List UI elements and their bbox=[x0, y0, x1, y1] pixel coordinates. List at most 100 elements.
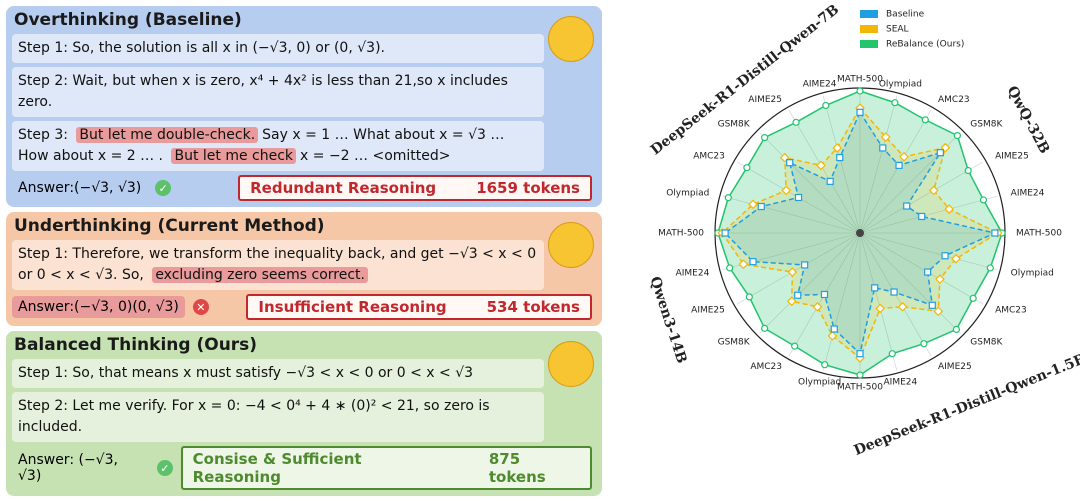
answer-row: Answer:(−√3, √3) ✓ Redundant Reasoning 1659… bbox=[12, 175, 596, 201]
marker bbox=[721, 229, 729, 237]
axis-label: AIME25 bbox=[691, 306, 725, 316]
marker bbox=[856, 350, 864, 358]
marker bbox=[991, 229, 999, 237]
marker bbox=[791, 342, 799, 350]
verdict-label: Redundant Reasoning bbox=[250, 179, 437, 197]
step: Step 1: So, the solution is all x in (−√… bbox=[12, 34, 544, 63]
spoke bbox=[759, 232, 861, 334]
marker bbox=[879, 144, 887, 152]
axis-label: Olympiad bbox=[879, 80, 922, 90]
marker bbox=[781, 185, 792, 196]
examples: Overthinking (Baseline) Step 1: So, the s… bbox=[6, 6, 602, 501]
token-count: 875 tokens bbox=[488, 450, 546, 486]
verdict-box: Insufficient Reasoning 534 tokens bbox=[246, 294, 592, 320]
marker bbox=[969, 294, 977, 302]
marker bbox=[745, 293, 753, 301]
legend-label: Baseline bbox=[886, 10, 925, 20]
spoke bbox=[822, 232, 861, 371]
marker bbox=[761, 134, 769, 142]
legend-swatch bbox=[860, 25, 878, 33]
marker bbox=[979, 196, 988, 204]
verdict-box: Consise & Sufficient Reasoning 875 tokens bbox=[180, 446, 592, 490]
axis-label: GSM8K bbox=[718, 337, 751, 347]
marker bbox=[921, 116, 929, 124]
axis-label: AMC23 bbox=[693, 152, 725, 162]
marker bbox=[761, 324, 769, 332]
marker bbox=[726, 264, 734, 272]
marker bbox=[812, 301, 823, 312]
marker bbox=[890, 288, 898, 296]
face-icon bbox=[548, 16, 594, 62]
face-icon bbox=[548, 222, 594, 268]
center-dot bbox=[856, 229, 864, 237]
step: Step 1: So, that means x must satisfy −√… bbox=[12, 359, 544, 388]
step: Step 3: But let me double-check. Say x = … bbox=[12, 121, 544, 171]
highlight-text: excluding zero seems correct. bbox=[152, 267, 368, 283]
example-panel: Overthinking (Baseline) Step 1: So, the s… bbox=[6, 6, 602, 207]
marker bbox=[944, 204, 955, 214]
step: Step 2: Let me verify. For x = 0: −4 < 0… bbox=[12, 392, 544, 442]
face-icon bbox=[548, 341, 594, 387]
step-text: Say x = 1 … What about x = √3 … How abou… bbox=[18, 127, 505, 164]
marker bbox=[880, 132, 891, 142]
marker bbox=[952, 325, 960, 333]
marker bbox=[743, 164, 751, 172]
marker bbox=[792, 118, 800, 126]
marker bbox=[786, 159, 794, 167]
marker bbox=[871, 284, 879, 292]
marker bbox=[794, 291, 802, 299]
axis-label: GSM8K bbox=[718, 120, 751, 130]
marker bbox=[821, 361, 829, 369]
marker bbox=[986, 264, 994, 272]
spoke bbox=[722, 195, 861, 234]
marker bbox=[856, 87, 864, 95]
axis-label: AIME25 bbox=[748, 95, 782, 105]
marker bbox=[928, 301, 936, 309]
spoke bbox=[736, 232, 861, 305]
marker bbox=[801, 261, 809, 269]
radar-chart: MATH-500OlympiadAMC23GSM8KAIME25AIME24MA… bbox=[646, 2, 1080, 455]
answer: Answer:(−√3, √3) bbox=[18, 180, 142, 196]
marker bbox=[749, 258, 757, 266]
marker bbox=[786, 296, 797, 307]
legend-label: SEAL bbox=[886, 25, 909, 35]
step: Step 1: Therefore, we transform the ineq… bbox=[12, 240, 544, 290]
axis-label: Olympiad bbox=[1011, 268, 1054, 278]
spoke bbox=[859, 109, 932, 234]
marker bbox=[920, 340, 928, 348]
axis-label: AMC23 bbox=[938, 95, 970, 105]
axis-label: MATH-500 bbox=[837, 75, 883, 85]
marker bbox=[895, 161, 903, 169]
answer: Answer:(−√3, 0)(0, √3) bbox=[12, 296, 185, 318]
spoke bbox=[859, 161, 984, 234]
marker bbox=[816, 160, 826, 171]
panel-title: Overthinking (Baseline) bbox=[14, 10, 242, 30]
marker bbox=[918, 212, 926, 221]
marker bbox=[822, 101, 830, 110]
example-panel: Underthinking (Current Method) Step 1: Th… bbox=[6, 212, 602, 326]
spoke bbox=[859, 232, 998, 271]
marker bbox=[836, 153, 844, 162]
axis-label: AIME24 bbox=[1011, 189, 1045, 199]
axis-label: GSM8K bbox=[970, 120, 1003, 130]
highlight-text: But let me check bbox=[171, 148, 297, 164]
group-label: QwQ-32B bbox=[1004, 84, 1053, 157]
step-text: Step 1: So, the solution is all x in (−√… bbox=[18, 40, 385, 56]
step-text: x = −2 … <omitted> bbox=[300, 148, 451, 164]
spoke bbox=[788, 109, 861, 234]
panel-title: Underthinking (Current Method) bbox=[14, 216, 325, 236]
spoke bbox=[822, 95, 861, 234]
verdict-box: Redundant Reasoning 1659 tokens bbox=[238, 175, 592, 201]
axis-label: AIME25 bbox=[995, 152, 1029, 162]
spoke bbox=[859, 95, 898, 234]
axis-label: AMC23 bbox=[750, 362, 782, 372]
spoke bbox=[859, 195, 998, 234]
marker bbox=[941, 252, 949, 260]
axis-label: AIME25 bbox=[938, 362, 972, 372]
marker bbox=[964, 166, 972, 175]
marker bbox=[899, 151, 909, 162]
marker bbox=[891, 99, 899, 107]
marker bbox=[951, 253, 961, 264]
legend-swatch bbox=[860, 40, 878, 48]
marker bbox=[787, 267, 798, 277]
